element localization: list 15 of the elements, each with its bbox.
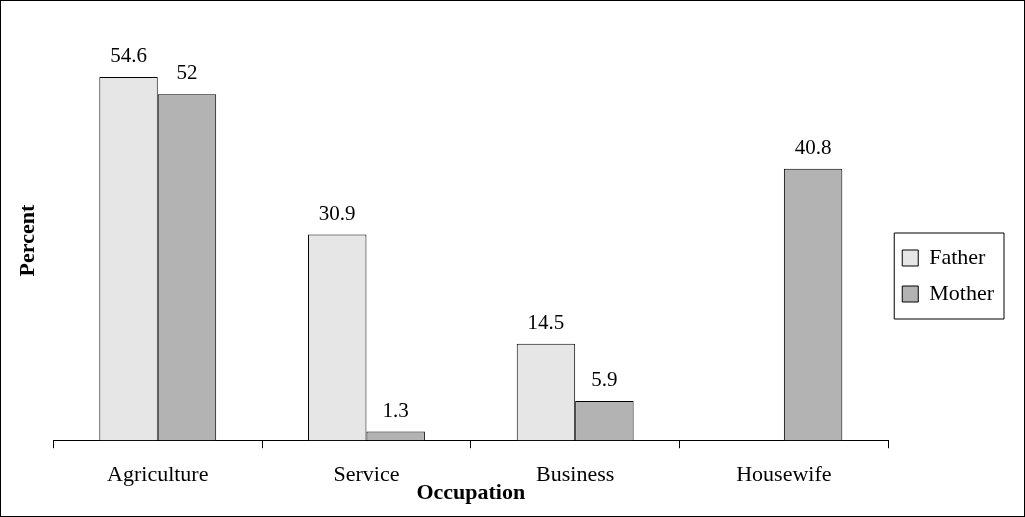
data-label: 1.3 xyxy=(382,397,409,422)
x-axis-title: Occupation xyxy=(416,479,526,505)
data-label: 14.5 xyxy=(527,309,565,334)
data-label: 5.9 xyxy=(591,366,618,391)
x-tick-label: Business xyxy=(536,461,615,487)
y-axis-title: Percent xyxy=(13,204,39,277)
data-label: 52 xyxy=(176,60,198,85)
legend-label: Mother xyxy=(929,279,995,305)
x-tick-label: Agriculture xyxy=(107,461,209,487)
x-tick-label: Housewife xyxy=(736,461,832,487)
legend-label: Father xyxy=(929,243,987,269)
data-label: 40.8 xyxy=(794,134,832,159)
x-tick-label: Service xyxy=(333,461,400,487)
data-label: 30.9 xyxy=(318,200,356,225)
data-label: 54.6 xyxy=(110,42,147,67)
